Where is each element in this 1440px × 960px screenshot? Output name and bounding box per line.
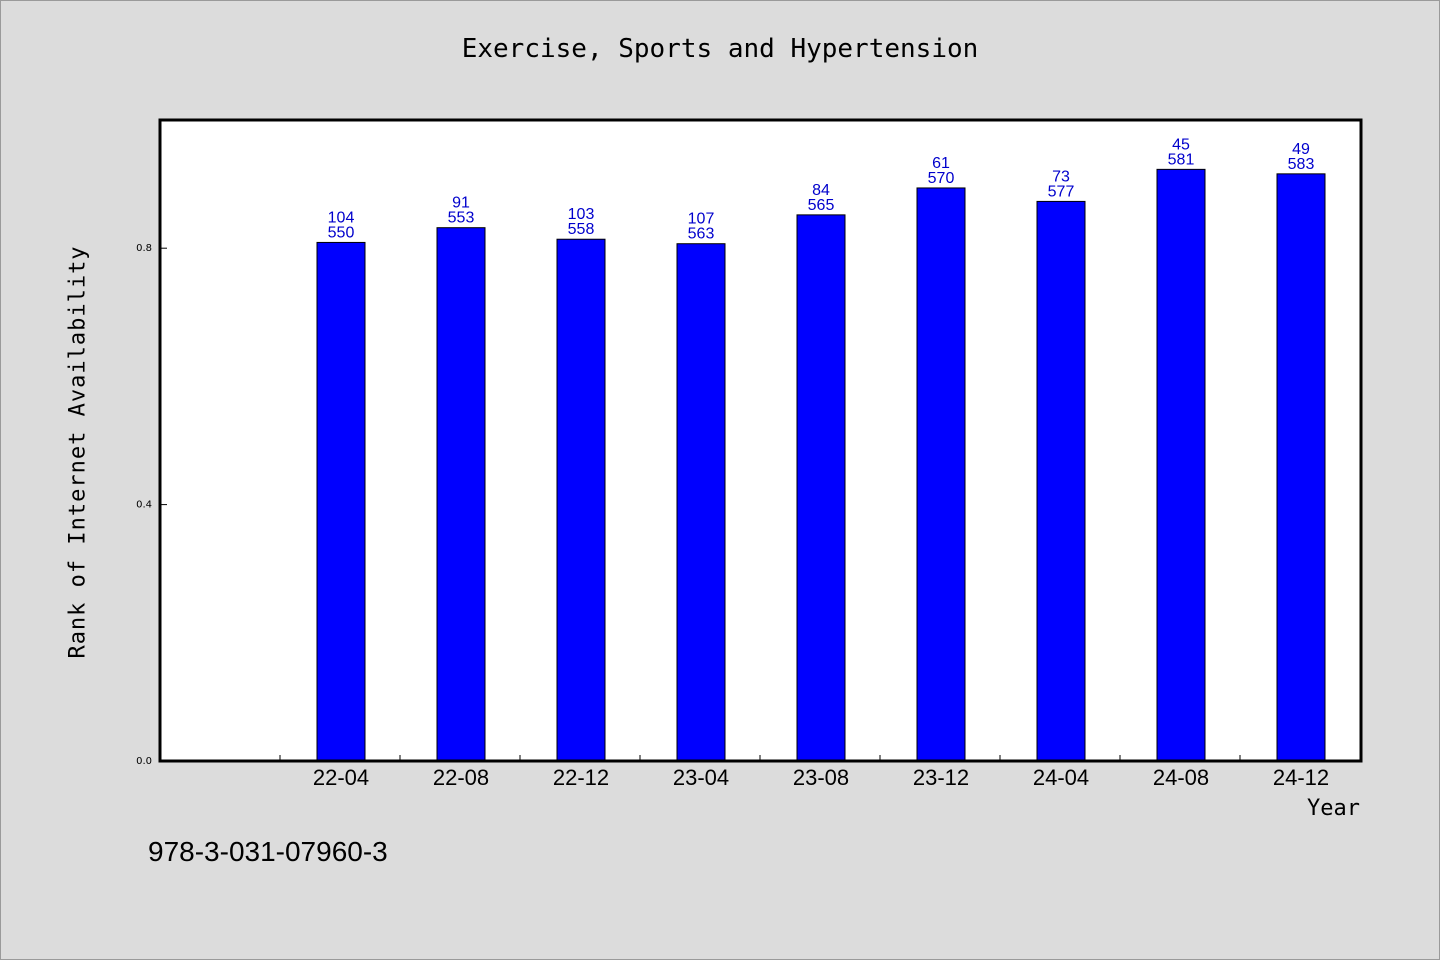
bar (556, 238, 606, 762)
bar-label-top: 103 (568, 206, 595, 223)
plot-border (158, 118, 1363, 763)
x-axis-label: Year (1307, 796, 1360, 821)
bar (1036, 200, 1086, 762)
x-tick-label: 23-08 (793, 765, 849, 790)
bar-label-bottom: 565 (808, 197, 835, 214)
bar-label-top: 61 (932, 155, 950, 172)
bar-label-bottom: 583 (1288, 156, 1315, 173)
bar-label-top: 45 (1172, 136, 1190, 153)
x-tick-label: 24-08 (1153, 765, 1209, 790)
bar (1276, 173, 1326, 762)
bar-label-top: 73 (1052, 168, 1070, 185)
bar (916, 187, 966, 762)
bar-label-top: 91 (452, 195, 470, 212)
x-tick-label: 24-04 (1033, 765, 1089, 790)
bar-label-bottom: 553 (448, 210, 475, 227)
chart-title: Exercise, Sports and Hypertension (461, 34, 979, 64)
x-tick-label: 23-12 (913, 765, 969, 790)
bar-label-top: 104 (328, 209, 355, 226)
bar-label-bottom: 570 (928, 170, 955, 187)
x-tick-label: 22-12 (553, 765, 609, 790)
bar-label-top: 84 (812, 182, 830, 199)
bar-label-bottom: 577 (1048, 183, 1075, 200)
y-tick-label: 0.8 (136, 243, 152, 254)
bar (676, 243, 726, 762)
bar (796, 214, 846, 762)
bar-label-bottom: 558 (568, 221, 595, 238)
y-tick-label: 0.4 (136, 500, 152, 511)
x-tick-label: 23-04 (673, 765, 729, 790)
bar (1156, 168, 1206, 762)
x-tick-label: 22-08 (433, 765, 489, 790)
bar (436, 227, 486, 762)
bar-label-bottom: 550 (328, 224, 355, 241)
bar-label-bottom: 563 (688, 226, 715, 243)
x-tick-label: 22-04 (313, 765, 369, 790)
bar-label-top: 107 (688, 211, 715, 228)
y-tick-label: 0.0 (136, 756, 152, 767)
bar-label-top: 49 (1292, 141, 1310, 158)
isbn-text: 978-3-031-07960-3 (148, 836, 388, 867)
bar (316, 241, 366, 762)
bar-label-bottom: 581 (1168, 151, 1195, 168)
x-tick-label: 24-12 (1273, 765, 1329, 790)
